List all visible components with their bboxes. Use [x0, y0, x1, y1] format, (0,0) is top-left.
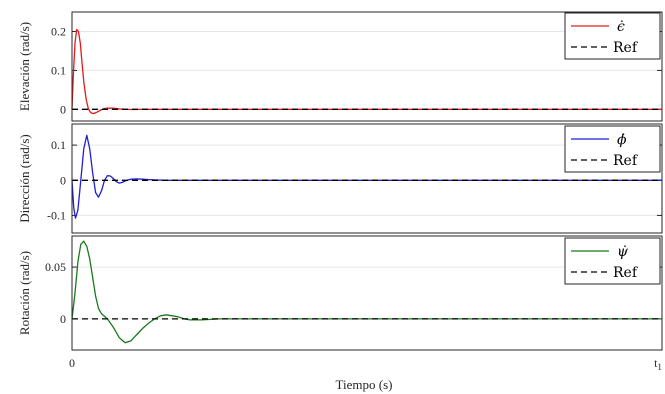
y-tick-label: 0.1 — [51, 63, 66, 77]
legend-label-signal: ϕ̇ — [617, 132, 627, 148]
legend-label-ref: Ref — [613, 265, 639, 281]
legend: ψ̇ Ref — [564, 237, 661, 285]
x-tick-label: 0 — [69, 356, 75, 370]
legend-label-signal: ψ̇ — [617, 244, 629, 260]
plot-area — [72, 124, 662, 233]
legend-box — [564, 237, 661, 285]
x-tick-label: t1 — [654, 356, 662, 372]
y-tick-label: 0 — [60, 102, 66, 116]
legend-box — [564, 12, 661, 60]
subplot-3: 0 0.05 Rotación (rad/s) ψ̇ Ref 0 t1 Tiempo (s) — [17, 235, 663, 392]
series-line-signal — [71, 134, 662, 219]
legend: ϵ̇ Ref — [564, 12, 661, 60]
x-axis-label: Tiempo (s) — [336, 377, 393, 392]
legend: ϕ̇ Ref — [564, 125, 661, 173]
axes-frame — [71, 123, 663, 234]
axes-frame — [71, 11, 663, 122]
y-tick-label: 0.2 — [51, 24, 66, 38]
y-axis-label: Elevación (rad/s) — [17, 22, 32, 111]
subplot-1: 0 0.1 0.2 Elevación (rad/s) ϵ̇ Ref — [17, 11, 663, 122]
subplot-2: -0.1 0 0.1 Dirección (rad/s) ϕ̇ Ref — [17, 123, 663, 234]
y-tick-label: 0 — [60, 312, 66, 326]
axes-frame — [71, 235, 663, 351]
y-axis-label: Rotación (rad/s) — [17, 251, 32, 335]
plot-area — [72, 236, 662, 350]
y-tick-label: 0.05 — [45, 260, 66, 274]
y-axis-label: Dirección (rad/s) — [17, 134, 32, 222]
y-tick-label: -0.1 — [47, 208, 66, 222]
legend-label-ref: Ref — [613, 153, 639, 169]
legend-label-ref: Ref — [613, 40, 639, 56]
legend-label-signal: ϵ̇ — [617, 19, 625, 35]
plot-area — [72, 12, 662, 121]
legend-box — [564, 125, 661, 173]
y-tick-label: 0.1 — [51, 138, 66, 152]
series-line-signal — [71, 240, 662, 344]
y-tick-label: 0 — [60, 173, 66, 187]
